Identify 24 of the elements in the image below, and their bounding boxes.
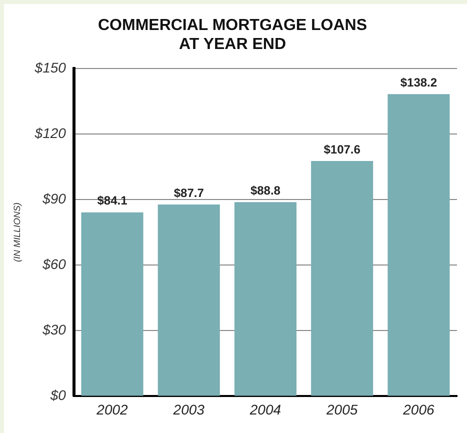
x-tick-label: 2002: [96, 401, 128, 418]
x-tick-label: 2006: [402, 401, 434, 418]
bar: [158, 204, 220, 396]
bar: [81, 212, 144, 396]
y-axis-title: (IN MILLIONS): [12, 202, 22, 262]
x-tick-label: 2004: [248, 401, 282, 418]
data-label: $88.8: [250, 183, 281, 198]
y-tick-label: $30: [42, 322, 66, 338]
text: COMMERCIAL MORTGAGE LOANS: [98, 17, 368, 34]
data-label: $107.6: [324, 142, 361, 156]
y-tick-label: $120: [34, 124, 66, 141]
data-label: $87.7: [174, 186, 204, 200]
text: AT YEAR END: [179, 36, 286, 54]
bar: [388, 94, 450, 396]
x-tick-label: 2005: [326, 401, 358, 418]
y-tick-label: $60: [42, 256, 66, 272]
y-tick-label: $0: [49, 387, 66, 404]
y-tick-label: $90: [42, 190, 66, 206]
data-label: $84.1: [97, 194, 128, 208]
bar: [234, 202, 296, 396]
bar: [311, 161, 374, 396]
y-tick-label: $150: [34, 59, 66, 76]
x-tick-label: 2003: [172, 401, 205, 418]
data-label: $138.2: [400, 76, 438, 90]
